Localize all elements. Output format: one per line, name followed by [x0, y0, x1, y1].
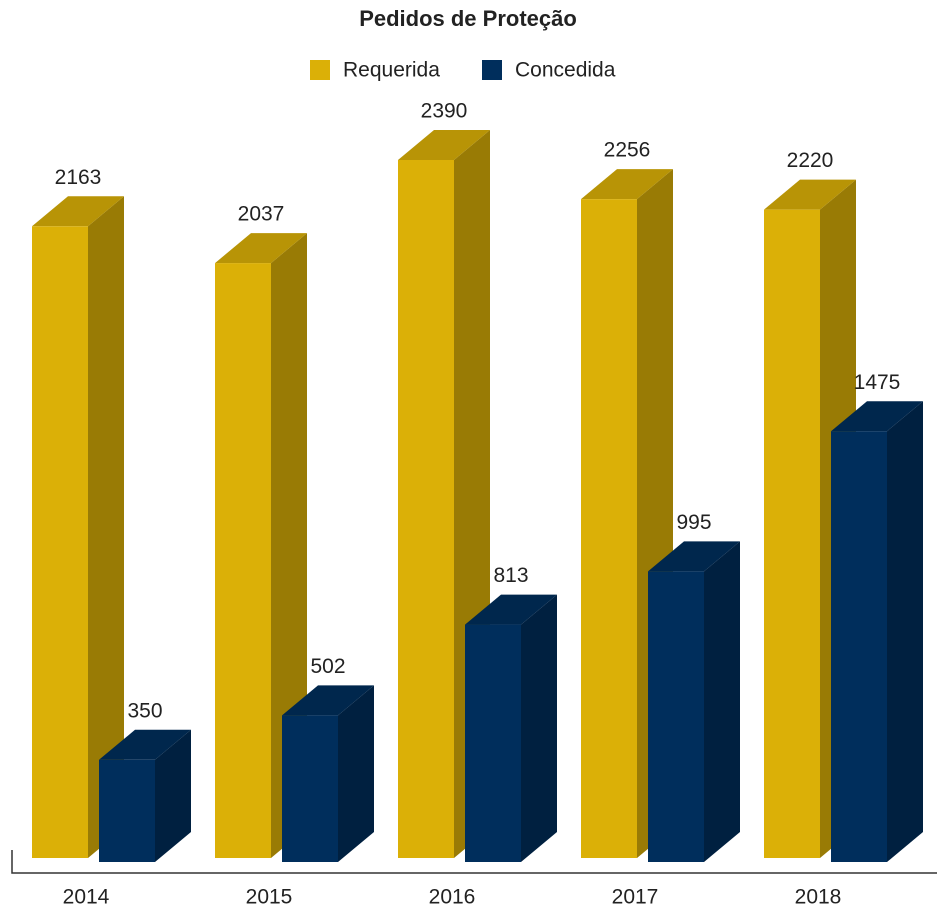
- data-label: 2163: [55, 166, 102, 189]
- bar: [99, 729, 191, 862]
- data-label: 1475: [854, 371, 901, 394]
- bar-front: [648, 571, 704, 862]
- bar-top: [831, 401, 923, 432]
- x-tick-label: 2014: [63, 886, 110, 909]
- bar: [32, 196, 124, 858]
- bar: [215, 233, 307, 858]
- data-label: 502: [310, 655, 345, 678]
- data-label: 2037: [238, 203, 285, 226]
- bar-front: [32, 226, 88, 858]
- x-tick-label: 2017: [612, 886, 659, 909]
- bar-top: [648, 541, 740, 572]
- data-label: 350: [127, 699, 162, 722]
- data-label: 2390: [421, 100, 468, 123]
- bar-front: [215, 263, 271, 858]
- data-label: 813: [493, 564, 528, 587]
- legend-label: Concedida: [515, 59, 616, 82]
- bar-side: [338, 685, 374, 862]
- legend-label: Requerida: [343, 59, 440, 82]
- x-tick-label: 2018: [795, 886, 842, 909]
- bar: [282, 685, 374, 862]
- data-label: 2256: [604, 139, 651, 162]
- bar-front: [398, 160, 454, 858]
- bar-side: [155, 729, 191, 862]
- bar-top: [215, 233, 307, 264]
- data-label: 2220: [787, 149, 834, 172]
- bar: [831, 401, 923, 862]
- bar-side: [887, 401, 923, 862]
- bar-top: [581, 169, 673, 200]
- legend-swatch: [310, 60, 330, 80]
- bar-top: [764, 179, 856, 210]
- bar: [465, 594, 557, 862]
- bar-front: [764, 209, 820, 858]
- bar-top: [398, 130, 490, 160]
- bar: [648, 541, 740, 862]
- bar-side: [521, 594, 557, 862]
- bar-front: [831, 431, 887, 862]
- x-tick-label: 2016: [429, 886, 476, 909]
- bar-front: [99, 759, 155, 862]
- x-tick-label: 2015: [246, 886, 293, 909]
- bar-front: [465, 624, 521, 862]
- bar-top: [282, 685, 374, 716]
- bar-front: [282, 715, 338, 862]
- bar-front: [581, 199, 637, 858]
- chart-title: Pedidos de Proteção: [359, 6, 577, 31]
- bar-top: [99, 729, 191, 760]
- axis-line: [11, 850, 937, 874]
- bar-side: [704, 541, 740, 862]
- data-label: 995: [676, 511, 711, 534]
- bar-side: [88, 196, 124, 858]
- bar-top: [32, 196, 124, 227]
- bar-side: [271, 233, 307, 858]
- legend-swatch: [482, 60, 502, 80]
- bar-top: [465, 594, 557, 625]
